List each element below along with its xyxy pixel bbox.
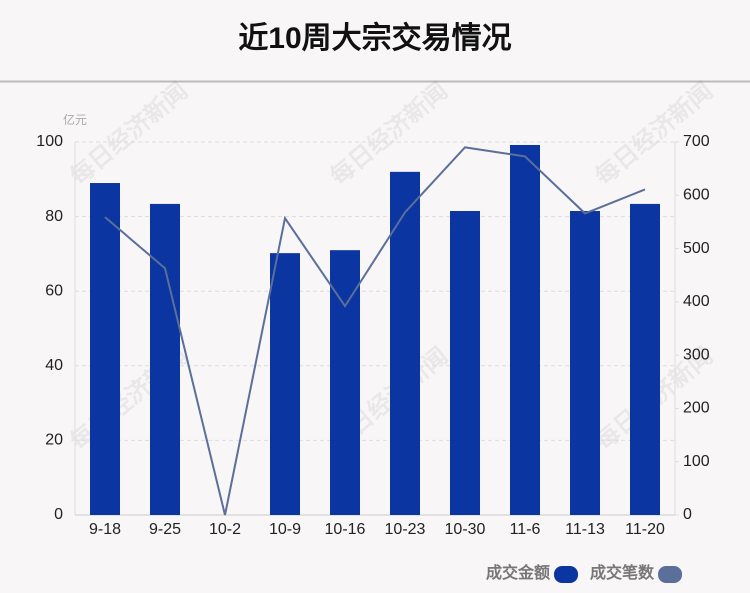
- bar: [270, 253, 300, 516]
- x-tick-label: 9-25: [149, 521, 181, 538]
- chart-title: 近10周大宗交易情况: [238, 21, 511, 55]
- legend-swatch: [554, 566, 579, 583]
- y-tick-label: 20: [45, 432, 63, 449]
- x-tick-label: 10-23: [385, 521, 426, 538]
- bar: [330, 250, 360, 516]
- x-tick-label: 11-13: [565, 521, 605, 538]
- bar: [390, 171, 420, 515]
- x-tick-label: 9-18: [89, 521, 121, 538]
- y-tick-label: 100: [36, 133, 63, 150]
- y2-tick-label: 600: [683, 187, 710, 204]
- legend-label: 成交金额: [486, 563, 550, 582]
- x-tick-label: 10-2: [209, 521, 241, 538]
- x-tick-label: 10-16: [325, 521, 366, 538]
- legend-label: 成交笔数: [590, 563, 655, 582]
- y-tick-label: 40: [45, 357, 63, 374]
- y2-tick-label: 0: [683, 506, 692, 523]
- y-tick-label: 80: [45, 208, 63, 225]
- bar: [630, 203, 660, 515]
- bar: [90, 183, 120, 515]
- x-tick-label: 10-9: [269, 521, 301, 538]
- x-tick-label: 11-6: [510, 521, 541, 538]
- y-tick-label: 60: [45, 282, 63, 299]
- bar: [510, 144, 540, 515]
- bar: [150, 203, 180, 515]
- legend-swatch: [658, 566, 683, 583]
- y-unit: 亿元: [63, 112, 87, 127]
- bar: [450, 211, 480, 515]
- y2-tick-label: 100: [683, 453, 710, 470]
- y2-tick-label: 200: [683, 400, 710, 417]
- x-tick-label: 11-20: [625, 521, 665, 538]
- y2-tick-label: 500: [683, 240, 710, 257]
- x-tick-label: 10-30: [445, 521, 486, 538]
- y2-tick-label: 700: [683, 133, 710, 150]
- y2-tick-label: 400: [683, 293, 710, 310]
- y2-tick-label: 300: [683, 346, 710, 363]
- bar: [570, 211, 600, 515]
- y-tick-label: 0: [54, 506, 63, 523]
- line: [104, 146, 646, 516]
